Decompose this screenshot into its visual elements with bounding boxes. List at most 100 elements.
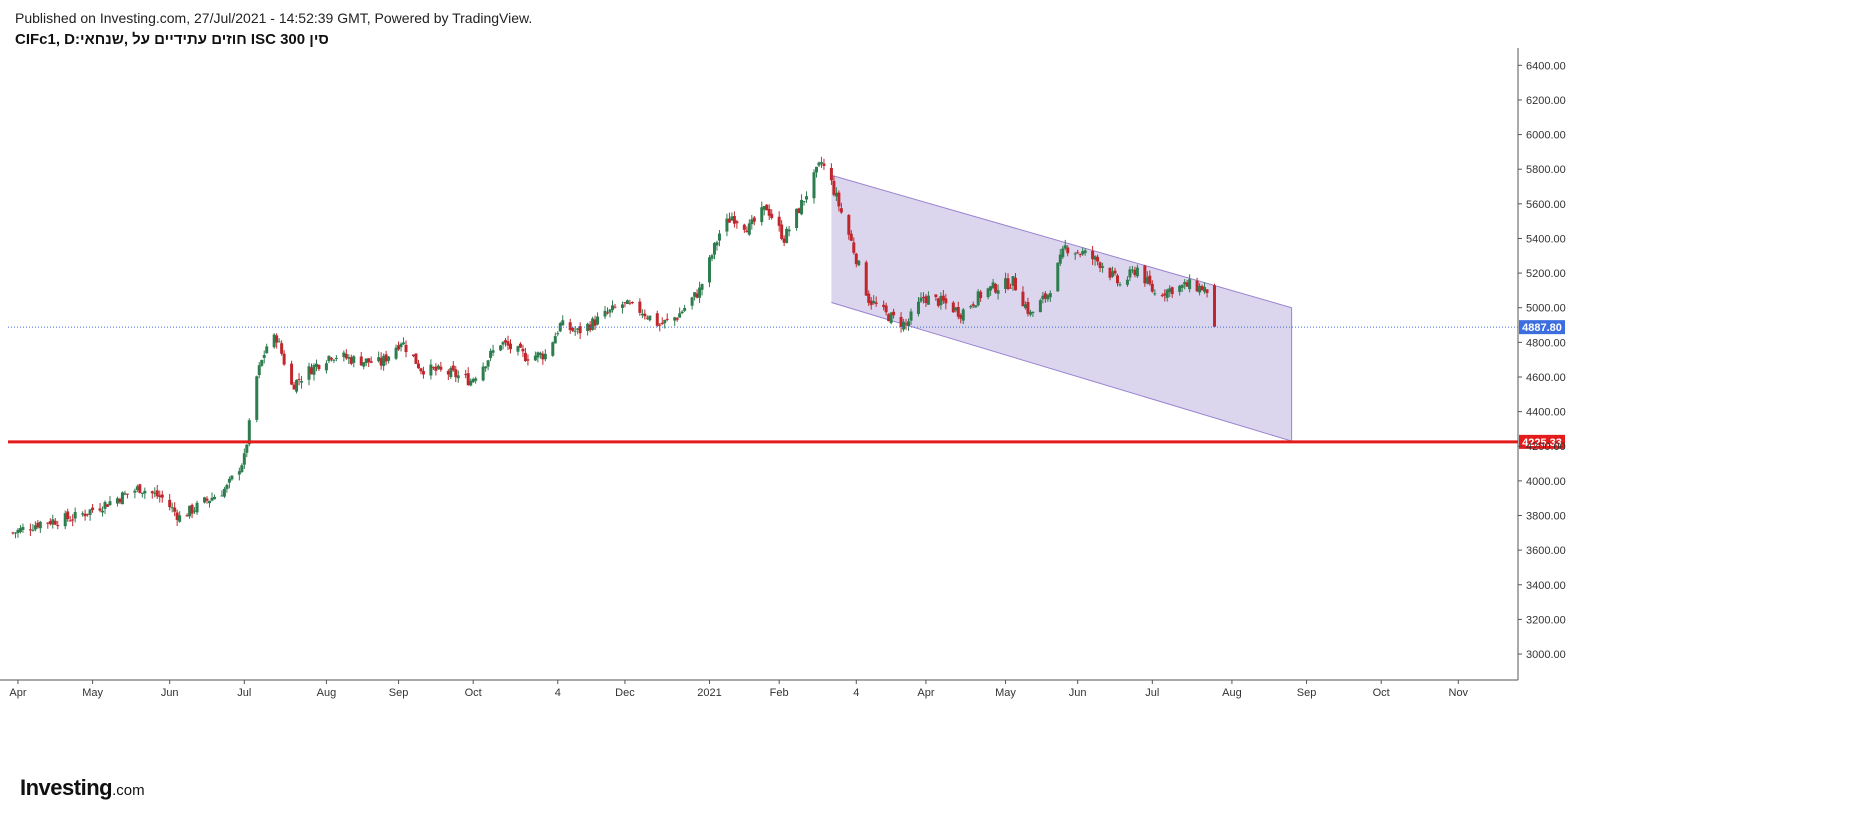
candle-body: [1188, 279, 1192, 290]
y-tick-label: 4800.00: [1526, 337, 1566, 349]
candle-body: [31, 529, 35, 531]
x-tick-label: 4: [853, 687, 859, 699]
candle-body: [819, 162, 823, 164]
candle-body: [344, 353, 348, 359]
candle-body: [1135, 267, 1139, 277]
candle-body: [780, 224, 784, 239]
candle-body: [887, 314, 891, 322]
candle-body: [265, 346, 269, 354]
candle-body: [173, 507, 177, 512]
candle-body: [959, 314, 963, 319]
candle-body: [71, 519, 75, 521]
candle-body: [882, 304, 886, 307]
candle-body: [153, 492, 157, 494]
candle-body: [257, 365, 261, 376]
y-tick-label: 4200.00: [1526, 441, 1566, 453]
y-tick-label: 4400.00: [1526, 407, 1566, 419]
candle-body: [817, 162, 821, 166]
candle-body: [1096, 256, 1100, 262]
candle-body: [1200, 286, 1204, 291]
candle-body: [889, 312, 893, 324]
candle-body: [1038, 300, 1042, 313]
candle-body: [770, 213, 774, 219]
candle-body: [1178, 285, 1182, 292]
candle-body: [623, 302, 627, 304]
candle-body: [297, 378, 301, 380]
x-tick-label: Nov: [1449, 687, 1469, 699]
candle-body: [971, 304, 975, 306]
candle-body: [717, 233, 721, 241]
support-price-label: 4225.33: [1522, 437, 1562, 449]
candle-body: [907, 321, 911, 327]
candle-body: [683, 308, 687, 311]
candle-body: [1185, 282, 1189, 287]
candle-body: [1081, 251, 1085, 255]
candle-body: [994, 283, 998, 293]
candle-body: [275, 335, 279, 343]
candle-body: [242, 453, 246, 465]
x-tick-label: Dec: [615, 687, 635, 699]
candle-body: [416, 363, 420, 369]
candle-body: [829, 167, 833, 181]
candle-body: [523, 352, 527, 362]
candle-body: [857, 260, 861, 266]
candle-body: [591, 318, 595, 330]
candle-body: [869, 300, 873, 305]
x-tick-label: Jun: [161, 687, 179, 699]
candle-body: [81, 513, 85, 515]
candle-body: [399, 343, 403, 348]
descending-channel: [831, 175, 1292, 442]
y-tick-label: 5400.00: [1526, 233, 1566, 245]
candle-body: [899, 316, 903, 327]
candle-body: [708, 257, 712, 283]
candle-body: [205, 498, 209, 501]
candle-body: [1148, 275, 1152, 285]
candle-body: [543, 353, 547, 360]
candle-body: [1048, 293, 1052, 298]
candle-body: [991, 282, 995, 289]
candle-body: [1101, 266, 1105, 268]
candle-body: [48, 521, 52, 525]
candle-body: [446, 370, 450, 375]
candle-body: [797, 208, 801, 213]
candle-body: [630, 301, 634, 303]
candle-body: [924, 296, 928, 304]
candle-body: [750, 219, 754, 225]
investing-logo: Investing.com: [20, 775, 145, 800]
candle-body: [501, 342, 505, 345]
candle-body: [1073, 253, 1077, 255]
candle-body: [83, 513, 87, 517]
published-note: Published on Investing.com, 27/Jul/2021 …: [15, 10, 533, 26]
candle-body: [961, 309, 965, 321]
candle-body: [678, 313, 682, 318]
current-price-tag: [1519, 320, 1565, 335]
candle-body: [135, 486, 139, 490]
x-tick-label: Feb: [770, 687, 789, 699]
candle-body: [16, 529, 20, 534]
candle-body: [538, 352, 542, 355]
candle-body: [1180, 284, 1184, 288]
candle-body: [377, 357, 381, 362]
candle-body: [892, 311, 896, 316]
y-tick-label: 4000.00: [1526, 476, 1566, 488]
candle-body: [334, 357, 338, 359]
candle-body: [934, 294, 938, 297]
candle-body: [143, 490, 147, 494]
candle-body: [260, 360, 264, 366]
candle-body: [449, 368, 453, 378]
candle-body: [610, 305, 614, 311]
candle-body: [518, 343, 522, 348]
candle-body: [690, 297, 694, 306]
candle-body: [921, 296, 925, 298]
candle-body: [158, 495, 162, 498]
candle-body: [36, 522, 40, 528]
candle-body: [46, 522, 50, 524]
x-tick-label: Oct: [465, 687, 482, 699]
candle-body: [852, 242, 856, 253]
candle-body: [309, 367, 313, 375]
candle-body: [439, 366, 443, 370]
candle-body: [397, 345, 401, 350]
candle-body: [700, 284, 704, 290]
candle-body: [188, 505, 192, 517]
